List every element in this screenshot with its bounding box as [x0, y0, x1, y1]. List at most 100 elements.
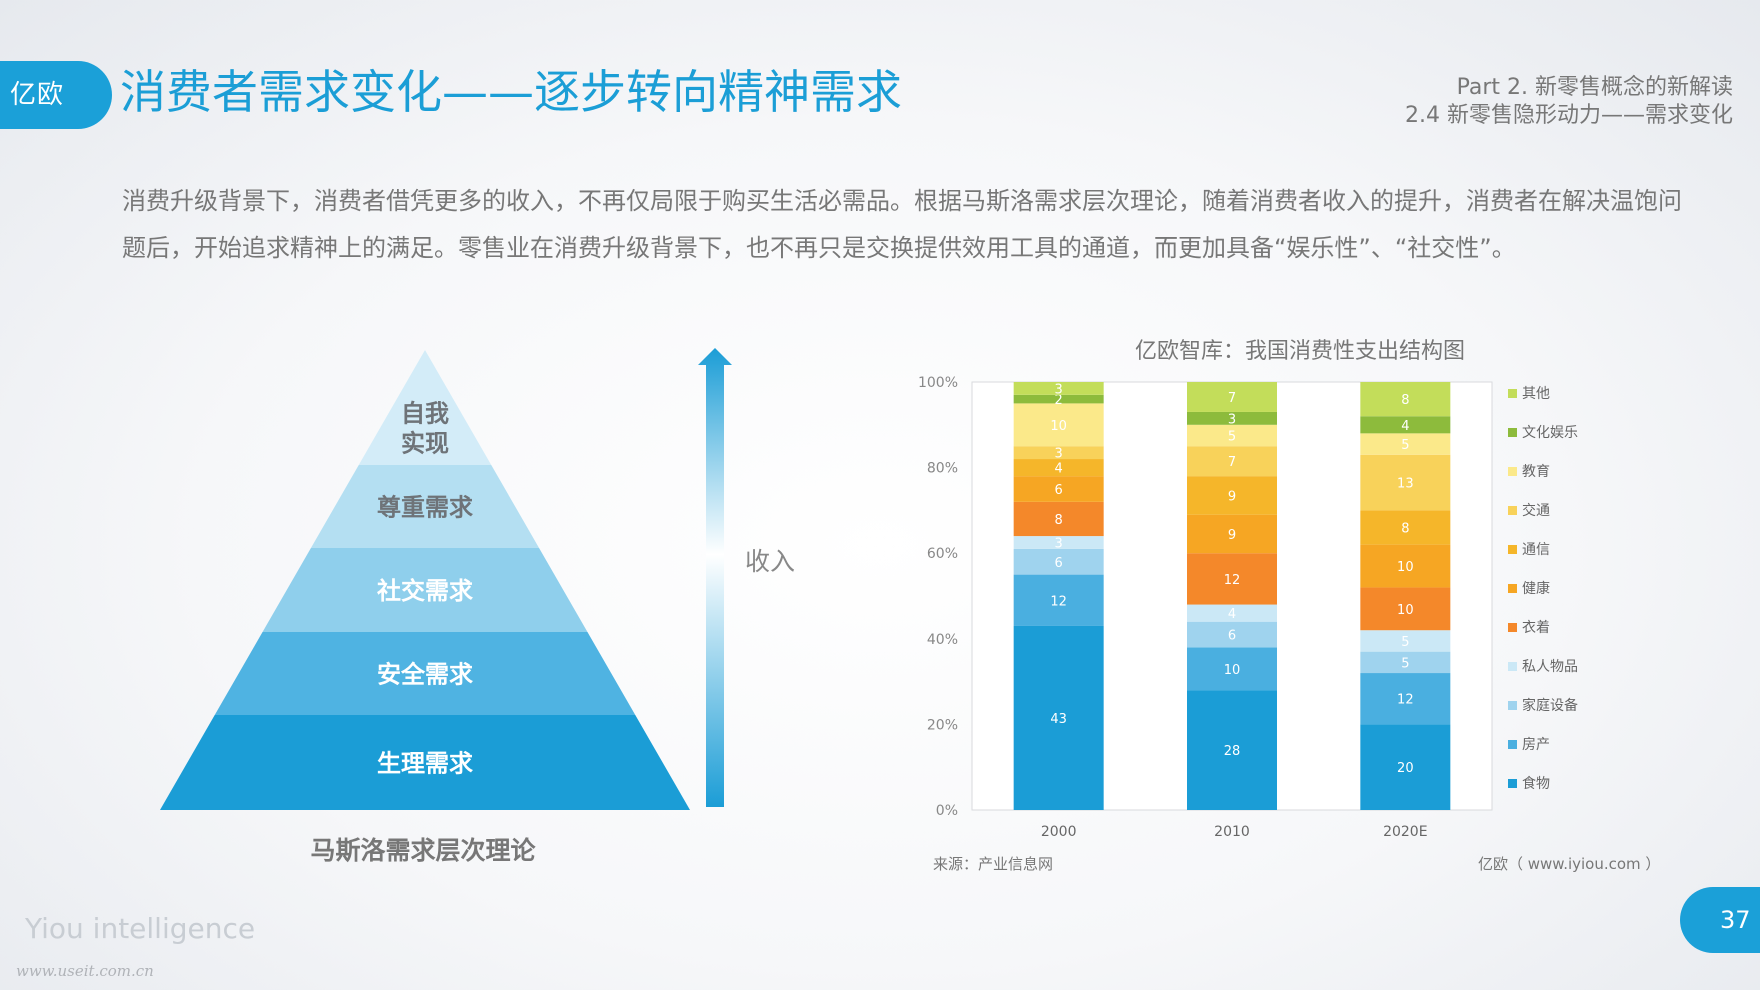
data-label: 3 — [1055, 447, 1063, 462]
legend-swatch — [1508, 701, 1517, 710]
bar-segment — [1187, 476, 1277, 515]
data-label: 12 — [1224, 573, 1241, 588]
data-label: 6 — [1055, 556, 1063, 571]
data-label: 10 — [1224, 663, 1241, 678]
data-label: 3 — [1228, 412, 1236, 427]
bar-segment — [1187, 411, 1277, 425]
data-label: 20 — [1397, 761, 1414, 776]
part-label: Part 2. 新零售概念的新解读 — [1456, 75, 1733, 100]
income-label: 收入 — [745, 547, 796, 576]
y-tick-label: 0% — [936, 803, 958, 819]
data-label: 8 — [1055, 513, 1063, 528]
legend-label: 健康 — [1522, 580, 1550, 597]
data-label: 2 — [1055, 393, 1063, 408]
bar-segment — [1013, 476, 1104, 502]
bar-segment — [1187, 553, 1277, 605]
data-label: 8 — [1401, 522, 1409, 537]
data-label: 5 — [1401, 656, 1409, 671]
pyramid-level — [160, 715, 690, 810]
legend-swatch — [1508, 545, 1517, 554]
bar-segment — [1187, 621, 1277, 648]
data-label: 10 — [1397, 560, 1414, 575]
legend-swatch — [1508, 623, 1517, 632]
bar-segment — [1360, 673, 1451, 725]
bar-segment — [1187, 424, 1277, 447]
data-label: 5 — [1401, 635, 1409, 650]
bar-segment — [1360, 724, 1451, 810]
bar-segment — [1013, 394, 1104, 404]
pyramid-level-label: 生理需求 — [377, 750, 473, 778]
logo-badge: 亿欧 — [0, 61, 112, 129]
data-label: 43 — [1050, 712, 1067, 727]
data-label: 6 — [1055, 483, 1063, 498]
pyramid-level-label: 安全需求 — [377, 661, 473, 689]
legend-label: 交通 — [1522, 502, 1550, 519]
data-label: 5 — [1228, 430, 1236, 445]
legend-label: 私人物品 — [1522, 659, 1578, 675]
pyramid-caption: 马斯洛需求层次理论 — [310, 836, 536, 865]
bar-segment — [1013, 548, 1104, 575]
brand-footer: Yiou intelligence — [25, 912, 256, 945]
bar-segment — [1187, 604, 1277, 622]
legend-label: 衣着 — [1522, 620, 1550, 636]
data-label: 8 — [1401, 393, 1409, 408]
income-arrow-icon — [698, 348, 732, 807]
logo-text: 亿欧 — [10, 80, 65, 110]
bar-segment — [1013, 446, 1104, 460]
legend-swatch — [1508, 467, 1517, 476]
bar-segment — [1360, 382, 1451, 417]
data-label: 6 — [1228, 629, 1236, 644]
y-tick-label: 80% — [927, 461, 958, 477]
bar-segment — [1013, 501, 1104, 537]
pyramid-level-label: 社交需求 — [377, 577, 473, 605]
bar-segment — [1187, 514, 1277, 554]
x-tick-label: 2020E — [1383, 824, 1427, 840]
bar-segment — [1013, 382, 1104, 395]
pyramid-level — [262, 548, 588, 632]
bar-segment — [1360, 630, 1451, 652]
bar-segment — [1360, 544, 1451, 588]
chart-title: 亿欧智库：我国消费性支出结构图 — [1134, 339, 1465, 364]
bar-segment — [1187, 690, 1277, 810]
pyramid-level — [310, 465, 540, 548]
bar-segment — [1187, 647, 1277, 691]
bar-segment — [1013, 574, 1104, 626]
data-label: 3 — [1055, 537, 1063, 552]
legend-swatch — [1508, 584, 1517, 593]
data-label: 4 — [1401, 419, 1409, 434]
legend-swatch — [1508, 740, 1517, 749]
bar-segment — [1187, 446, 1277, 477]
bar-segment — [1360, 416, 1451, 434]
intro-paragraph: 消费升级背景下，消费者借凭更多的收入，不再仅局限于购买生活必需品。根据马斯洛需求… — [122, 187, 1682, 262]
page-title: 消费者需求变化——逐步转向精神需求 — [120, 65, 902, 119]
y-tick-label: 60% — [927, 546, 958, 562]
source-note: 来源：产业信息网 — [933, 855, 1054, 873]
x-tick-label: 2000 — [1041, 824, 1077, 840]
bar-segment — [1187, 382, 1277, 412]
pyramid-level — [358, 350, 492, 465]
credit-note: 亿欧（ www.iyiou.com ） — [1478, 855, 1661, 873]
bar-segment — [1013, 403, 1104, 447]
x-tick-label: 2010 — [1214, 824, 1250, 840]
section-breadcrumb: Part 2. 新零售概念的新解读 2.4 新零售隐形动力——需求变化 — [1405, 74, 1733, 130]
bar-segment — [1013, 459, 1104, 477]
data-label: 4 — [1228, 607, 1236, 622]
bar-segment — [1360, 433, 1451, 455]
bar-segment — [1360, 651, 1451, 674]
page-number: 37 — [1680, 887, 1760, 953]
data-label: 12 — [1397, 693, 1414, 708]
data-label: 9 — [1228, 528, 1236, 543]
legend-label: 其他 — [1522, 386, 1550, 402]
data-label: 10 — [1050, 419, 1067, 434]
data-label: 7 — [1228, 455, 1236, 470]
data-label: 3 — [1055, 382, 1063, 397]
legend-label: 房产 — [1522, 737, 1550, 753]
legend-swatch — [1508, 662, 1517, 671]
legend-label: 通信 — [1522, 542, 1550, 558]
data-label: 5 — [1401, 438, 1409, 453]
section-label: 2.4 新零售隐形动力——需求变化 — [1405, 103, 1733, 128]
legend-label: 食物 — [1522, 775, 1550, 792]
data-label: 10 — [1397, 603, 1414, 618]
data-label: 7 — [1228, 391, 1236, 406]
pyramid-level-label: 尊重需求 — [377, 494, 473, 522]
